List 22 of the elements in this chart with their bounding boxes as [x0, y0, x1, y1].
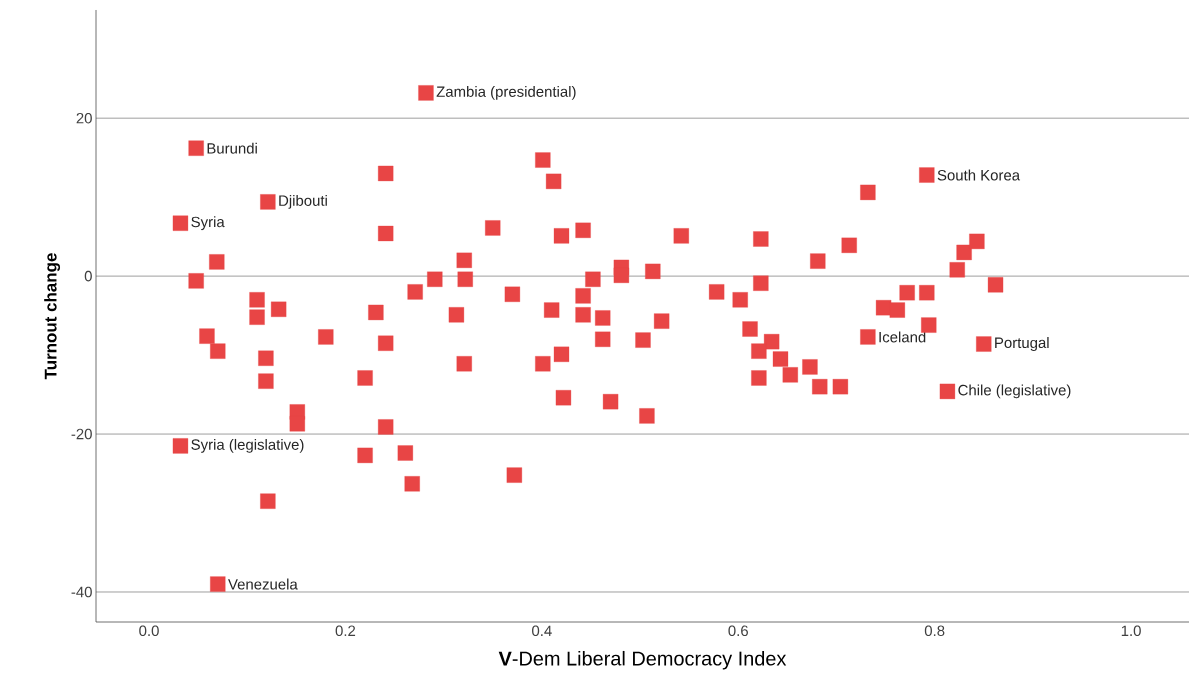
annotation: Zambia (presidential) [436, 85, 576, 100]
y-tick-label: -40 [71, 586, 92, 598]
annotation: Syria [191, 216, 225, 231]
annotation: Portugal [995, 337, 1049, 351]
annotation: Iceland [879, 331, 926, 343]
annotation: Chile (legislative) [958, 384, 1071, 399]
x-tick-label: 0.0 [139, 625, 159, 637]
annotation: South Korea [937, 169, 1021, 181]
x-tick-label: 0.4 [532, 625, 552, 637]
x-tick-label: 0.8 [924, 625, 945, 637]
x-tick-label: 0.6 [728, 625, 748, 637]
y-axis-title: Turnout change [44, 253, 61, 380]
annotation: Djibouti [279, 194, 327, 209]
y-tick-label: -20 [71, 428, 92, 440]
x-axis-title: V-Dem Liberal Democracy Index [498, 650, 787, 670]
x-tick-label: 1.0 [1121, 625, 1141, 637]
annotation: Syria (legislative) [191, 438, 304, 453]
y-tick-label: 0 [84, 270, 92, 282]
x-tick-label: 0.2 [335, 625, 356, 637]
annotation: Venezuela [228, 578, 298, 590]
annotation: Burundi [207, 142, 257, 154]
y-tick-label: 20 [76, 112, 92, 124]
